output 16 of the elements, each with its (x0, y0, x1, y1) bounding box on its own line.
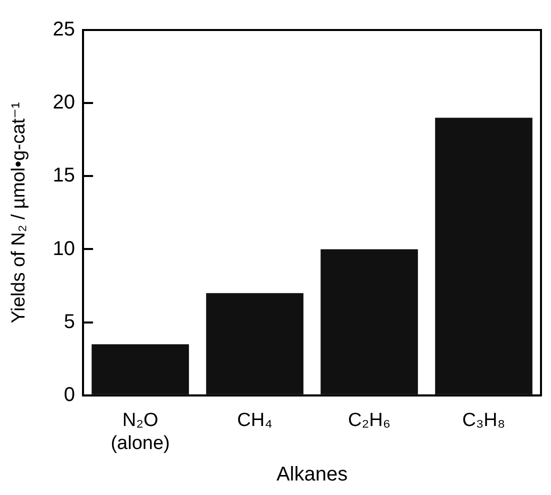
y-axis-title: Yields of N₂ / µmol•g-cat⁻¹ (8, 102, 30, 324)
y-tick-label: 5 (64, 310, 76, 333)
x-tick-label: CH₄ (237, 410, 273, 432)
y-tick-label: 10 (52, 238, 76, 260)
x-tick-label: N₂O (alone) (110, 410, 170, 454)
y-tick-label: 0 (64, 384, 76, 406)
bar (206, 293, 304, 394)
bar (320, 249, 418, 394)
x-tick-label: C₂H₆ (348, 410, 391, 432)
x-tick-label: C₃H₈ (462, 410, 506, 432)
x-axis-title: Alkanes (276, 464, 348, 486)
y-tick-label: 20 (52, 92, 76, 114)
y-tick-label: 25 (52, 18, 76, 41)
y-tick-label: 15 (52, 164, 76, 187)
bar (435, 118, 532, 394)
bar (92, 344, 189, 394)
